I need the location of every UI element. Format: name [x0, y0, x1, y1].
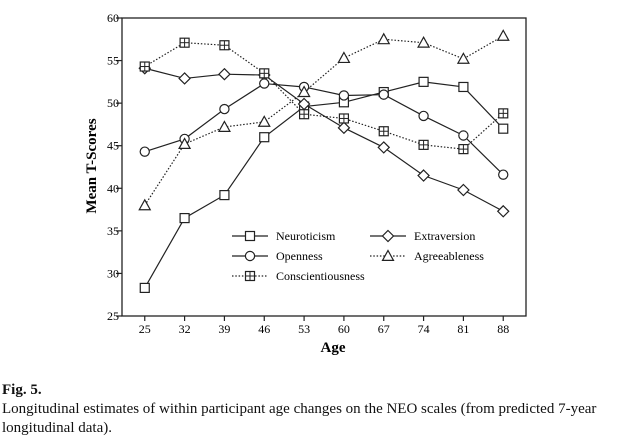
data-point-openness — [259, 78, 270, 89]
legend-marker-openness — [244, 250, 256, 262]
data-point-agreeableness — [178, 137, 192, 150]
series-line-neuroticism — [144, 81, 504, 289]
data-point-openness — [338, 90, 350, 101]
line-chart: 25 30 35 40 45 50 55 60 25 32 39 46 53 60 67 74 81 88 Neu… — [84, 11, 527, 356]
data-point-conscientiousness — [139, 61, 150, 72]
legend-label: Conscientiousness — [276, 269, 365, 283]
x-tick-label: 39 — [218, 322, 230, 336]
data-point-conscientiousness — [298, 109, 310, 120]
data-point-openness — [498, 169, 509, 180]
legend-label: Neuroticism — [276, 229, 336, 243]
data-point-neuroticism — [498, 123, 509, 134]
y-axis-label: Mean T-Scores — [84, 118, 100, 213]
series-line-extraversion — [144, 67, 504, 212]
data-point-conscientiousness — [378, 126, 389, 137]
x-tick-label: 25 — [139, 322, 151, 336]
legend-item-neuroticism: Neuroticism — [232, 229, 336, 243]
data-point-agreeableness — [377, 32, 391, 45]
legend-marker-neuroticism — [244, 230, 256, 242]
data-point-openness — [418, 110, 429, 122]
y-tick-label: 30 — [107, 266, 119, 280]
series-conscientiousness — [139, 37, 509, 155]
data-point-agreeableness — [496, 29, 510, 41]
y-tick-label: 40 — [107, 181, 119, 195]
legend-label: Extraversion — [414, 229, 475, 243]
x-tick-label: 74 — [418, 322, 430, 336]
y-tick-label: 25 — [107, 309, 119, 323]
data-point-extraversion — [377, 141, 391, 154]
data-point-agreeableness — [297, 85, 311, 98]
legend-label: Openness — [276, 249, 323, 263]
data-point-neuroticism — [219, 189, 230, 201]
series-line-openness — [144, 82, 504, 176]
x-axis-label: Age — [321, 340, 346, 356]
data-point-extraversion — [218, 67, 231, 81]
data-point-extraversion — [496, 204, 510, 218]
legend-item-extraversion: Extraversion — [370, 229, 475, 243]
x-tick-label: 81 — [457, 322, 469, 336]
figure-caption: Fig. 5. Longitudinal estimates of within… — [2, 381, 616, 438]
legend-item-agreeableness: Agreeableness — [370, 249, 484, 263]
data-point-neuroticism — [418, 76, 429, 87]
data-point-agreeableness — [257, 115, 271, 127]
data-point-agreeableness — [217, 120, 231, 132]
series-line-conscientiousness — [144, 42, 504, 150]
data-point-agreeableness — [138, 198, 152, 211]
data-point-conscientiousness — [219, 40, 230, 51]
y-tick-label: 50 — [107, 96, 119, 110]
series-agreeableness — [138, 29, 510, 211]
legend-item-conscientiousness: Conscientiousness — [232, 269, 365, 283]
series-line-agreeableness — [144, 35, 504, 206]
figure-caption-text: Longitudinal estimates of within partici… — [2, 401, 597, 436]
legend-marker-conscientiousness — [244, 270, 256, 282]
data-point-conscientiousness — [179, 37, 190, 48]
data-point-conscientiousness — [498, 108, 509, 119]
data-point-openness — [458, 130, 469, 141]
x-tick-label: 67 — [378, 322, 390, 336]
x-tick-label: 53 — [298, 322, 310, 336]
legend-marker-extraversion — [381, 229, 395, 243]
plot-frame — [121, 17, 527, 317]
x-tick-label: 46 — [258, 322, 270, 336]
x-tick-label: 32 — [179, 322, 191, 336]
data-point-openness — [139, 146, 150, 157]
data-point-extraversion — [417, 169, 430, 182]
data-point-neuroticism — [139, 282, 150, 294]
x-tick-label: 88 — [497, 322, 509, 336]
data-point-neuroticism — [458, 81, 469, 93]
x-tick-label: 60 — [338, 322, 350, 336]
data-point-conscientiousness — [418, 139, 429, 150]
legend-label: Agreeableness — [414, 249, 484, 263]
y-tick-label: 55 — [107, 54, 119, 68]
data-point-extraversion — [178, 72, 191, 85]
legend-item-openness: Openness — [232, 249, 323, 263]
data-point-agreeableness — [337, 51, 351, 64]
data-point-conscientiousness — [259, 68, 270, 79]
data-point-agreeableness — [456, 52, 470, 64]
data-point-neuroticism — [179, 212, 190, 224]
data-point-neuroticism — [259, 132, 270, 143]
y-tick-label: 60 — [107, 11, 119, 25]
y-tick-label: 35 — [107, 224, 119, 238]
legend-marker-agreeableness — [381, 249, 395, 261]
y-tick-label: 45 — [107, 139, 119, 153]
data-point-agreeableness — [417, 35, 431, 48]
data-point-extraversion — [457, 183, 470, 197]
data-point-conscientiousness — [338, 113, 350, 124]
series-openness — [139, 78, 509, 180]
data-point-extraversion — [337, 121, 351, 135]
data-point-conscientiousness — [458, 144, 469, 155]
data-point-openness — [219, 103, 230, 115]
data-point-openness — [378, 89, 389, 100]
figure-label: Fig. 5. — [2, 382, 42, 398]
